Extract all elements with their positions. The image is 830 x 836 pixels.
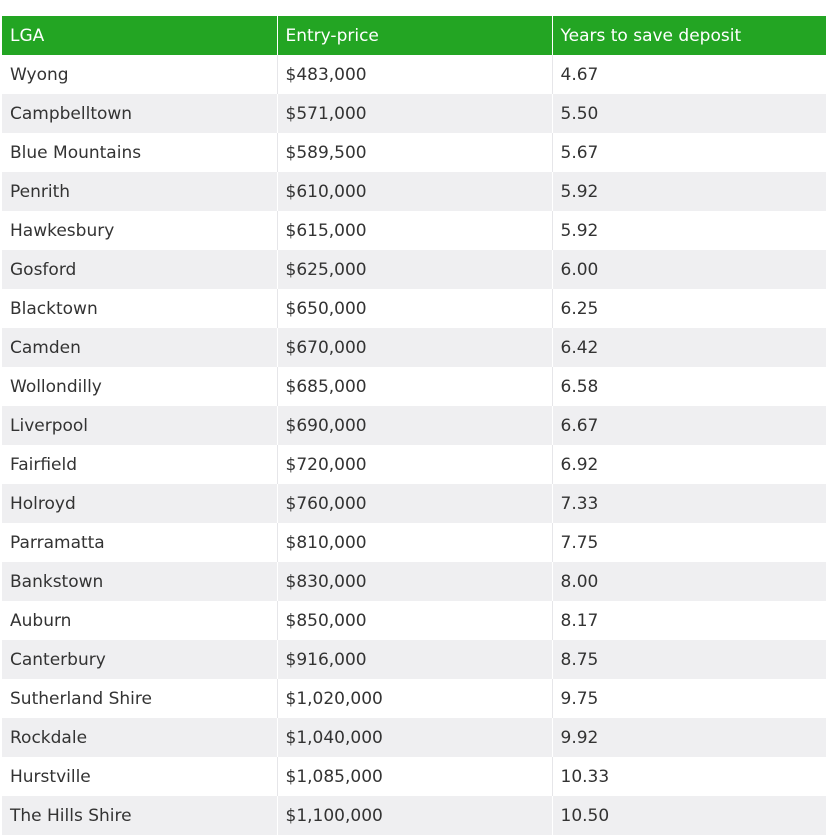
cell-years-to-save: 10.50 — [552, 796, 826, 835]
cell-lga: Canterbury — [2, 640, 278, 679]
cell-lga: Hurstville — [2, 757, 278, 796]
cell-lga: Wollondilly — [2, 367, 278, 406]
cell-entry-price: $650,000 — [277, 289, 553, 328]
cell-lga: Holroyd — [2, 484, 278, 523]
cell-lga: Gosford — [2, 250, 278, 289]
table-row: Hawkesbury $615,000 5.92 — [2, 211, 826, 250]
header-row: LGA Entry-price Years to save deposit — [2, 16, 826, 55]
cell-lga: Campbelltown — [2, 94, 278, 133]
table-row: Auburn $850,000 8.17 — [2, 601, 826, 640]
cell-years-to-save: 8.00 — [552, 562, 826, 601]
cell-years-to-save: 5.92 — [552, 211, 826, 250]
cell-lga: Wyong — [2, 55, 278, 94]
cell-entry-price: $720,000 — [277, 445, 553, 484]
table-row: Wollondilly $685,000 6.58 — [2, 367, 826, 406]
cell-lga: Liverpool — [2, 406, 278, 445]
table-row: The Hills Shire $1,100,000 10.50 — [2, 796, 826, 835]
lga-price-table: LGA Entry-price Years to save deposit Wy… — [2, 16, 826, 835]
header-lga: LGA — [2, 16, 278, 55]
table-row: Camden $670,000 6.42 — [2, 328, 826, 367]
cell-years-to-save: 6.25 — [552, 289, 826, 328]
cell-entry-price: $810,000 — [277, 523, 553, 562]
cell-years-to-save: 4.67 — [552, 55, 826, 94]
table-row: Hurstville $1,085,000 10.33 — [2, 757, 826, 796]
cell-lga: Blacktown — [2, 289, 278, 328]
cell-entry-price: $1,040,000 — [277, 718, 553, 757]
cell-entry-price: $850,000 — [277, 601, 553, 640]
cell-entry-price: $589,500 — [277, 133, 553, 172]
cell-entry-price: $760,000 — [277, 484, 553, 523]
table-row: Holroyd $760,000 7.33 — [2, 484, 826, 523]
cell-years-to-save: 8.17 — [552, 601, 826, 640]
table-row: Blue Mountains $589,500 5.67 — [2, 133, 826, 172]
table-row: Wyong $483,000 4.67 — [2, 55, 826, 94]
table-row: Blacktown $650,000 6.25 — [2, 289, 826, 328]
cell-years-to-save: 10.33 — [552, 757, 826, 796]
table-row: Liverpool $690,000 6.67 — [2, 406, 826, 445]
cell-lga: Parramatta — [2, 523, 278, 562]
cell-years-to-save: 5.92 — [552, 172, 826, 211]
cell-lga: Auburn — [2, 601, 278, 640]
cell-entry-price: $615,000 — [277, 211, 553, 250]
cell-years-to-save: 5.50 — [552, 94, 826, 133]
cell-years-to-save: 6.42 — [552, 328, 826, 367]
cell-entry-price: $571,000 — [277, 94, 553, 133]
cell-years-to-save: 6.92 — [552, 445, 826, 484]
table-row: Bankstown $830,000 8.00 — [2, 562, 826, 601]
table-header: LGA Entry-price Years to save deposit — [2, 16, 826, 55]
cell-entry-price: $1,020,000 — [277, 679, 553, 718]
cell-entry-price: $916,000 — [277, 640, 553, 679]
cell-years-to-save: 6.67 — [552, 406, 826, 445]
cell-lga: Bankstown — [2, 562, 278, 601]
cell-years-to-save: 5.67 — [552, 133, 826, 172]
cell-lga: Fairfield — [2, 445, 278, 484]
table-row: Canterbury $916,000 8.75 — [2, 640, 826, 679]
cell-entry-price: $1,100,000 — [277, 796, 553, 835]
cell-years-to-save: 6.58 — [552, 367, 826, 406]
cell-years-to-save: 7.75 — [552, 523, 826, 562]
cell-entry-price: $483,000 — [277, 55, 553, 94]
header-years-to-save: Years to save deposit — [552, 16, 826, 55]
table-body: Wyong $483,000 4.67 Campbelltown $571,000 5.5… — [2, 55, 826, 835]
table-row: Sutherland Shire $1,020,000 9.75 — [2, 679, 826, 718]
cell-lga: Blue Mountains — [2, 133, 278, 172]
cell-lga: Penrith — [2, 172, 278, 211]
cell-entry-price: $685,000 — [277, 367, 553, 406]
cell-lga: Hawkesbury — [2, 211, 278, 250]
cell-entry-price: $830,000 — [277, 562, 553, 601]
cell-entry-price: $690,000 — [277, 406, 553, 445]
table-row: Campbelltown $571,000 5.50 — [2, 94, 826, 133]
cell-entry-price: $1,085,000 — [277, 757, 553, 796]
table-row: Fairfield $720,000 6.92 — [2, 445, 826, 484]
cell-years-to-save: 6.00 — [552, 250, 826, 289]
cell-entry-price: $670,000 — [277, 328, 553, 367]
cell-lga: Sutherland Shire — [2, 679, 278, 718]
cell-entry-price: $625,000 — [277, 250, 553, 289]
cell-years-to-save: 9.92 — [552, 718, 826, 757]
cell-lga: The Hills Shire — [2, 796, 278, 835]
table-row: Penrith $610,000 5.92 — [2, 172, 826, 211]
cell-years-to-save: 7.33 — [552, 484, 826, 523]
lga-price-table-container: LGA Entry-price Years to save deposit Wy… — [2, 16, 826, 835]
table-row: Gosford $625,000 6.00 — [2, 250, 826, 289]
cell-lga: Rockdale — [2, 718, 278, 757]
cell-entry-price: $610,000 — [277, 172, 553, 211]
header-entry-price: Entry-price — [277, 16, 553, 55]
table-row: Rockdale $1,040,000 9.92 — [2, 718, 826, 757]
table-row: Parramatta $810,000 7.75 — [2, 523, 826, 562]
cell-years-to-save: 9.75 — [552, 679, 826, 718]
cell-years-to-save: 8.75 — [552, 640, 826, 679]
cell-lga: Camden — [2, 328, 278, 367]
